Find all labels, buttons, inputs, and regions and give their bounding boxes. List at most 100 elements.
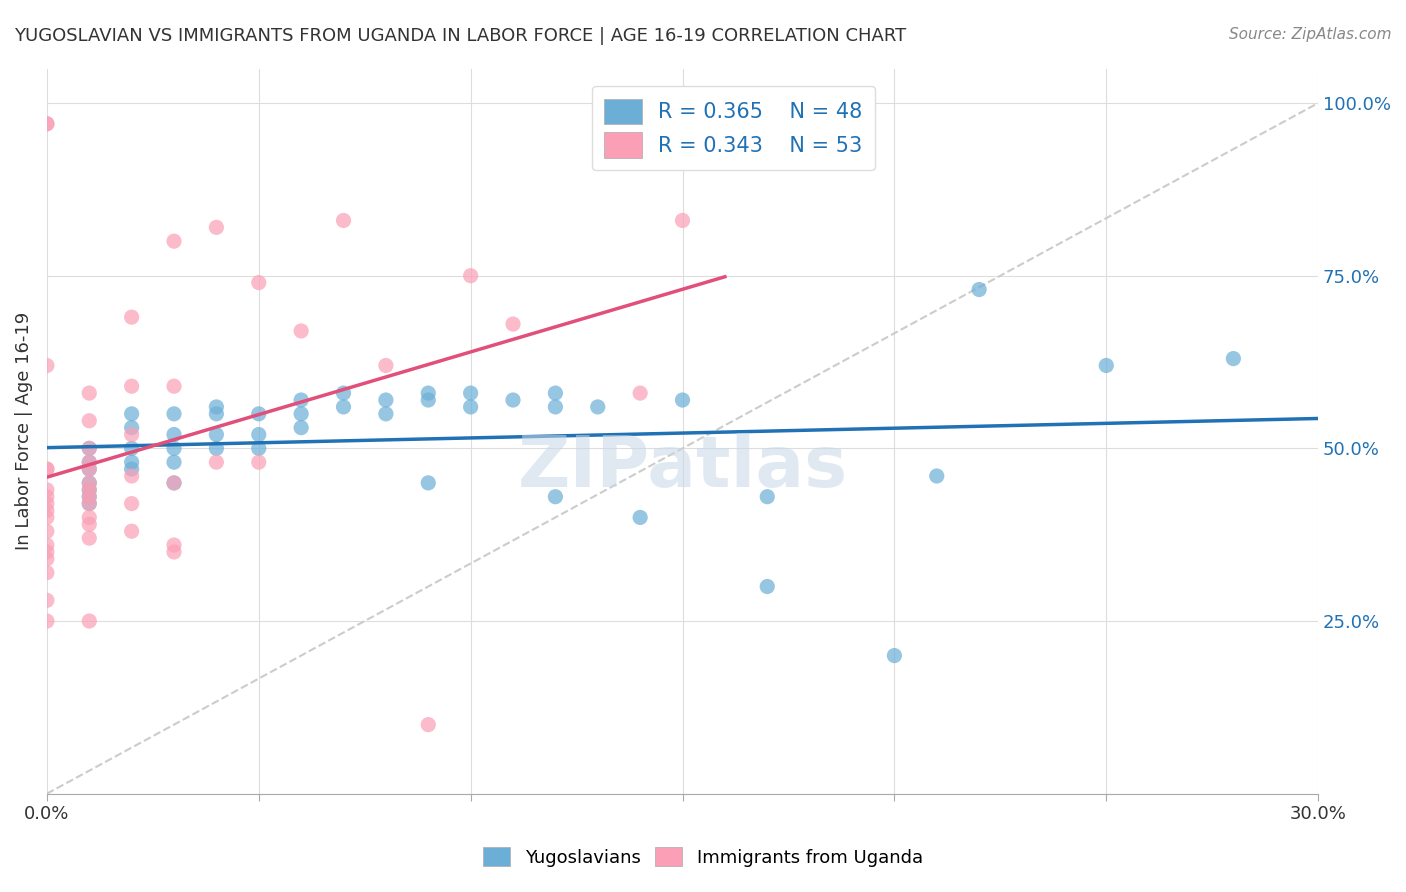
Point <box>35 593 58 607</box>
Point <box>163 455 186 469</box>
Point <box>35 359 58 373</box>
Point <box>1222 351 1244 366</box>
Point <box>290 407 312 421</box>
Point <box>35 614 58 628</box>
Point <box>77 442 100 456</box>
Y-axis label: In Labor Force | Age 16-19: In Labor Force | Age 16-19 <box>15 312 32 550</box>
Point <box>163 407 186 421</box>
Point <box>35 462 58 476</box>
Point <box>163 234 186 248</box>
Point <box>883 648 905 663</box>
Point <box>586 400 609 414</box>
Point <box>35 566 58 580</box>
Point <box>77 497 100 511</box>
Text: Source: ZipAtlas.com: Source: ZipAtlas.com <box>1229 27 1392 42</box>
Point <box>77 483 100 497</box>
Point <box>671 213 693 227</box>
Point <box>332 386 354 401</box>
Point <box>121 442 143 456</box>
Point <box>967 283 990 297</box>
Point <box>77 455 100 469</box>
Point <box>77 475 100 490</box>
Point <box>418 475 440 490</box>
Point <box>247 276 270 290</box>
Point <box>418 386 440 401</box>
Point <box>205 442 228 456</box>
Point <box>35 483 58 497</box>
Text: ZIPatlas: ZIPatlas <box>517 433 848 502</box>
Point <box>77 490 100 504</box>
Point <box>925 469 948 483</box>
Point <box>205 427 228 442</box>
Point <box>418 392 440 407</box>
Point <box>121 310 143 325</box>
Point <box>35 545 58 559</box>
Point <box>35 538 58 552</box>
Point <box>77 462 100 476</box>
Point <box>163 475 186 490</box>
Point <box>290 420 312 434</box>
Point <box>628 510 651 524</box>
Point <box>418 717 440 731</box>
Point <box>544 490 567 504</box>
Point <box>460 400 482 414</box>
Point <box>35 524 58 539</box>
Point <box>163 442 186 456</box>
Point <box>77 462 100 476</box>
Point <box>628 386 651 401</box>
Point <box>460 386 482 401</box>
Point <box>205 400 228 414</box>
Point <box>544 386 567 401</box>
Point <box>121 455 143 469</box>
Point <box>290 324 312 338</box>
Point <box>35 117 58 131</box>
Point <box>121 407 143 421</box>
Point <box>77 517 100 532</box>
Point <box>247 427 270 442</box>
Legend: R = 0.365    N = 48, R = 0.343    N = 53: R = 0.365 N = 48, R = 0.343 N = 53 <box>592 87 875 170</box>
Point <box>77 386 100 401</box>
Point <box>163 475 186 490</box>
Point <box>671 392 693 407</box>
Point <box>77 531 100 545</box>
Point <box>121 524 143 539</box>
Point <box>374 359 396 373</box>
Point <box>290 392 312 407</box>
Point <box>1095 359 1118 373</box>
Point <box>35 117 58 131</box>
Point <box>121 427 143 442</box>
Point <box>332 400 354 414</box>
Point <box>35 497 58 511</box>
Point <box>332 213 354 227</box>
Point <box>374 392 396 407</box>
Text: YUGOSLAVIAN VS IMMIGRANTS FROM UGANDA IN LABOR FORCE | AGE 16-19 CORRELATION CHA: YUGOSLAVIAN VS IMMIGRANTS FROM UGANDA IN… <box>14 27 907 45</box>
Point <box>35 490 58 504</box>
Point <box>163 545 186 559</box>
Point <box>163 379 186 393</box>
Point <box>35 462 58 476</box>
Point <box>502 392 524 407</box>
Point <box>121 379 143 393</box>
Point <box>756 579 779 593</box>
Point <box>205 220 228 235</box>
Legend: Yugoslavians, Immigrants from Uganda: Yugoslavians, Immigrants from Uganda <box>477 840 929 874</box>
Point <box>544 400 567 414</box>
Point <box>77 455 100 469</box>
Point <box>35 503 58 517</box>
Point <box>247 455 270 469</box>
Point <box>35 552 58 566</box>
Point <box>247 407 270 421</box>
Point <box>756 490 779 504</box>
Point <box>121 462 143 476</box>
Point <box>121 469 143 483</box>
Point <box>247 442 270 456</box>
Point <box>77 614 100 628</box>
Point <box>163 538 186 552</box>
Point <box>77 497 100 511</box>
Point <box>35 510 58 524</box>
Point <box>374 407 396 421</box>
Point <box>121 497 143 511</box>
Point <box>205 407 228 421</box>
Point <box>121 420 143 434</box>
Point <box>460 268 482 283</box>
